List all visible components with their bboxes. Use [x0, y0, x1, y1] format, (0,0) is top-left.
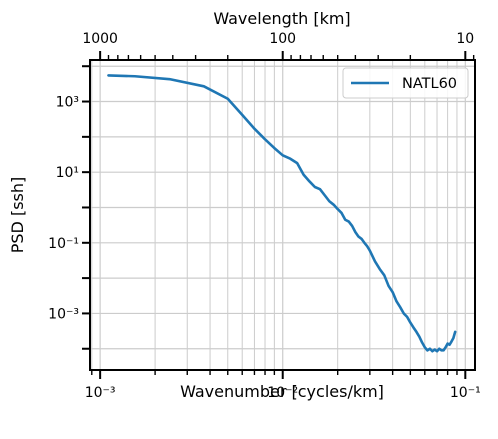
x-axis-label: Wavenumber [cycles/km] — [180, 382, 384, 401]
x2-tick-label: 100 — [269, 31, 296, 47]
y-tick-label: 10¹ — [56, 165, 79, 181]
y-tick-label: 10⁻¹ — [48, 236, 79, 252]
x2-axis-label: Wavelength [km] — [213, 9, 350, 28]
legend-box — [342, 67, 469, 99]
y-tick-label: 10⁻³ — [48, 306, 79, 322]
legend: NATL60 — [342, 67, 469, 99]
series-line-natl60 — [107, 74, 457, 353]
y-tick-label: 10³ — [56, 95, 79, 111]
y-axis-label: PSD [ssh] — [8, 177, 27, 254]
x2-tick-label: 1000 — [82, 31, 118, 47]
tick-labels: 10⁻³ 10⁻² 10⁻¹ 10³ 10¹ 10⁻¹ 10⁻³ 1000 100 10 — [48, 31, 481, 401]
legend-label-natl60: NATL60 — [402, 76, 457, 92]
x-tick-label: 10⁻² — [267, 385, 298, 401]
x2-tick-label: 10 — [456, 31, 474, 47]
ticks — [82, 51, 475, 379]
x-tick-label: 10⁻¹ — [450, 385, 481, 401]
x-tick-label: 10⁻³ — [85, 385, 116, 401]
data-layer — [107, 74, 457, 353]
grid — [90, 60, 475, 370]
